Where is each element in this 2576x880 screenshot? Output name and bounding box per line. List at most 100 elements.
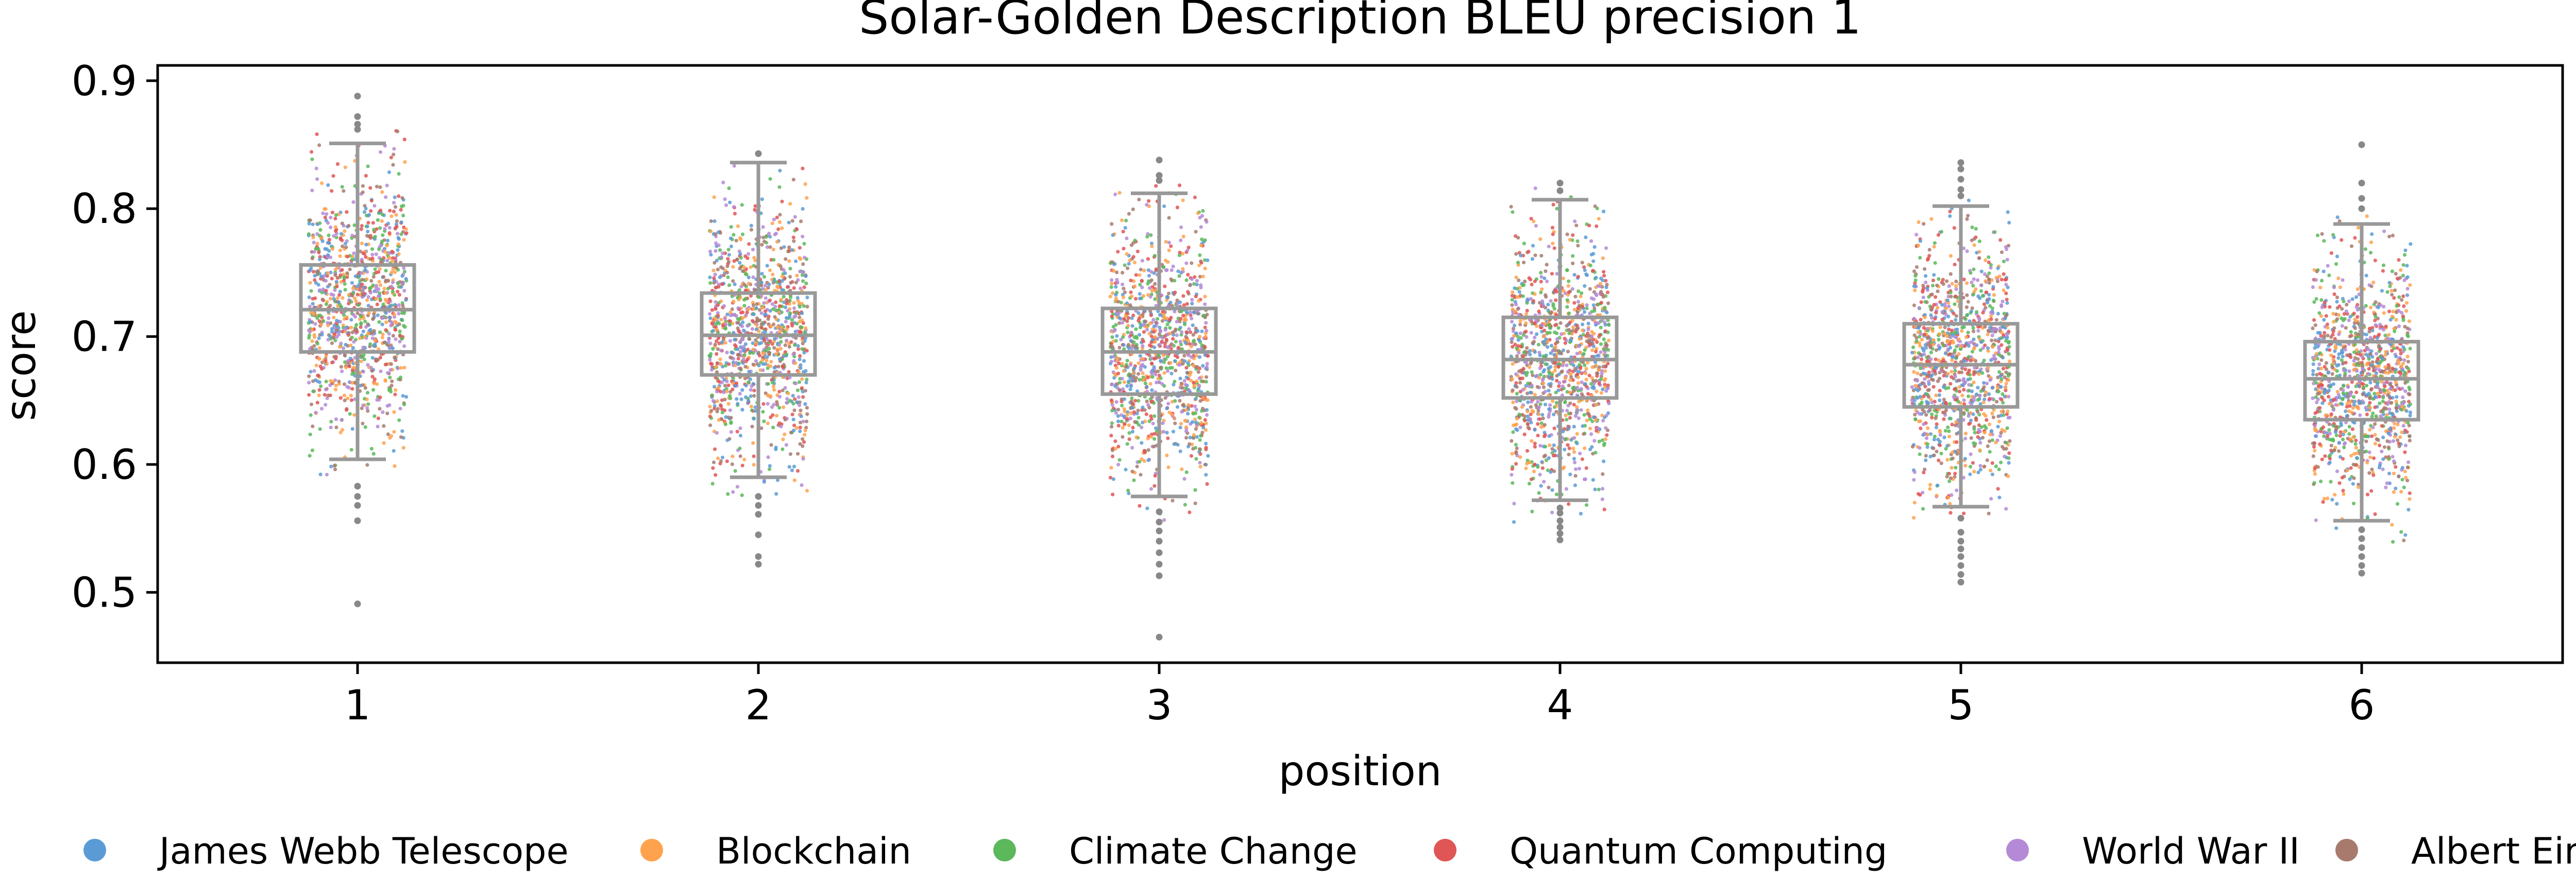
jitter-point [315, 241, 319, 246]
jitter-point [346, 333, 351, 337]
jitter-point [1928, 408, 1932, 412]
jitter-point [719, 318, 723, 322]
jitter-point [713, 404, 717, 408]
jitter-point [770, 405, 774, 409]
jitter-point [389, 285, 394, 289]
jitter-point [397, 312, 401, 316]
jitter-point [725, 389, 729, 394]
jitter-point [389, 384, 394, 388]
jitter-point [736, 362, 740, 366]
jitter-point [1174, 369, 1178, 373]
jitter-point [1999, 413, 2003, 418]
jitter-point [327, 249, 331, 253]
jitter-point [1166, 465, 1171, 470]
jitter-point [1162, 316, 1166, 320]
jitter-point [1175, 302, 1179, 306]
jitter-point [2004, 283, 2008, 287]
jitter-point [1136, 249, 1140, 253]
jitter-point [1147, 286, 1152, 290]
jitter-point [330, 247, 334, 251]
jitter-point [1571, 369, 1575, 373]
jitter-point [310, 339, 314, 343]
jitter-point [747, 275, 751, 280]
jitter-point [1514, 443, 1518, 447]
jitter-point [309, 413, 313, 417]
jitter-point [792, 428, 796, 433]
jitter-point [778, 168, 782, 172]
jitter-point [762, 480, 766, 484]
jitter-point [785, 352, 789, 356]
jitter-point [735, 485, 739, 489]
jitter-point [1151, 318, 1156, 322]
jitter-point [1991, 415, 1995, 420]
jitter-point [1123, 263, 1127, 267]
jitter-point [1543, 389, 1547, 393]
jitter-point [777, 357, 782, 361]
jitter-point [388, 368, 393, 372]
jitter-point [805, 196, 809, 200]
jitter-point [791, 402, 795, 406]
jitter-point [788, 267, 792, 271]
jitter-point [1528, 352, 1532, 357]
jitter-point [1180, 386, 1184, 390]
jitter-point [1117, 311, 1121, 315]
jitter-point [1114, 400, 1118, 404]
jitter-point [1201, 274, 1205, 279]
jitter-point [738, 261, 742, 265]
jitter-point [1571, 325, 1575, 330]
jitter-point [369, 199, 374, 203]
jitter-point [1164, 366, 1168, 370]
jitter-point [1132, 261, 1137, 265]
jitter-point [1514, 302, 1518, 306]
jitter-point [1170, 342, 1174, 346]
jitter-point [752, 394, 756, 398]
jitter-point [1145, 385, 1149, 389]
jitter-point [1165, 453, 1169, 458]
jitter-point [1584, 371, 1588, 375]
jitter-point [1946, 425, 1950, 429]
jitter-point [1918, 344, 1922, 348]
jitter-point [1542, 479, 1546, 484]
jitter-point [1113, 439, 1117, 443]
jitter-point [768, 298, 772, 302]
jitter-point [805, 296, 809, 300]
jitter-point [1529, 477, 1533, 481]
jitter-point [1950, 282, 1954, 286]
jitter-point [740, 388, 744, 392]
jitter-point [372, 329, 376, 333]
jitter-point [1963, 367, 1968, 371]
jitter-point [751, 303, 755, 307]
jitter-point [1543, 444, 1548, 449]
jitter-point [760, 197, 764, 201]
jitter-point [1602, 441, 1606, 445]
jitter-point [1146, 293, 1150, 297]
jitter-point [798, 319, 802, 324]
jitter-point [1991, 285, 1995, 289]
jitter-point [1510, 473, 1514, 477]
jitter-point [1539, 425, 1544, 429]
jitter-point [1188, 442, 1192, 446]
jitter-point [394, 205, 398, 209]
jitter-point [396, 129, 400, 133]
jitter-point [729, 244, 733, 249]
jitter-point [707, 354, 711, 358]
jitter-point [1204, 421, 1208, 425]
jitter-point [1111, 233, 1115, 237]
jitter-point [1553, 323, 1557, 327]
jitter-point [749, 404, 753, 409]
jitter-point [326, 183, 330, 187]
jitter-point [1184, 375, 1189, 379]
jitter-point [740, 408, 744, 412]
jitter-point [1199, 421, 1204, 425]
jitter-point [384, 311, 388, 315]
jitter-point [727, 186, 731, 191]
jitter-point [1518, 294, 1522, 298]
jitter-point [1110, 403, 1114, 407]
jitter-point [1140, 258, 1144, 263]
jitter-point [1193, 501, 1197, 506]
jitter-point [728, 236, 733, 240]
jitter-point [1524, 330, 1528, 334]
jitter-point [2003, 454, 2007, 459]
jitter-point [1592, 245, 1597, 249]
jitter-point [371, 452, 376, 456]
